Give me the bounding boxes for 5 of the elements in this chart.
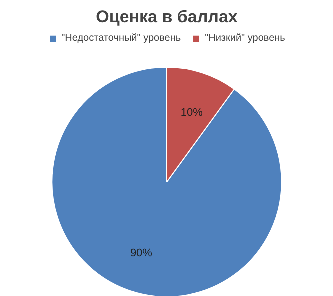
data-label: 10% — [180, 107, 204, 119]
legend-label: "Недостаточный" уровень — [62, 33, 182, 44]
legend-label: "Низкий" уровень — [205, 33, 286, 44]
data-label: 90% — [130, 247, 153, 260]
chart-title: Оценка в баллах — [96, 8, 238, 26]
